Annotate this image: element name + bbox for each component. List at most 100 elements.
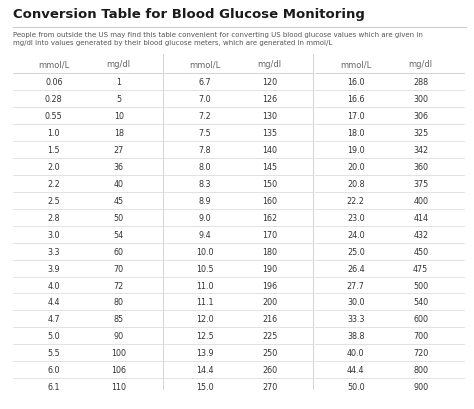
Text: 90: 90 [114,332,124,340]
Text: 8.0: 8.0 [199,163,211,172]
Text: 19.0: 19.0 [347,146,365,155]
Text: 120: 120 [262,78,277,87]
Text: 432: 432 [413,230,428,239]
Text: 162: 162 [262,213,277,222]
Text: 54: 54 [114,230,124,239]
Text: 360: 360 [413,163,428,172]
Text: 130: 130 [262,112,277,121]
Text: 800: 800 [413,365,428,374]
Text: 70: 70 [114,264,124,273]
Text: 1.0: 1.0 [47,129,60,138]
Text: 300: 300 [413,95,428,104]
Text: 50.0: 50.0 [347,382,365,391]
Text: 900: 900 [413,382,428,391]
Text: 2.5: 2.5 [47,196,60,205]
Text: 18.0: 18.0 [347,129,365,138]
Text: 4.7: 4.7 [47,315,60,324]
Text: 250: 250 [262,348,277,357]
Text: 306: 306 [413,112,428,121]
Text: 260: 260 [262,365,277,374]
Text: 100: 100 [111,348,126,357]
Text: 20.0: 20.0 [347,163,365,172]
Text: 190: 190 [262,264,277,273]
Text: 7.2: 7.2 [199,112,211,121]
Text: 4.0: 4.0 [47,281,60,290]
Text: 36: 36 [114,163,124,172]
Text: 6.7: 6.7 [199,78,211,87]
Text: 22.2: 22.2 [347,196,365,205]
Text: 7.0: 7.0 [199,95,211,104]
Text: 2.8: 2.8 [47,213,60,222]
Text: mg/dl: mg/dl [409,60,433,69]
Text: 26.4: 26.4 [347,264,365,273]
Text: 12.5: 12.5 [196,332,214,340]
Text: 10.0: 10.0 [196,247,213,256]
Text: 72: 72 [114,281,124,290]
Text: 8.3: 8.3 [199,180,211,189]
Text: 2.2: 2.2 [47,180,60,189]
Text: 0.06: 0.06 [45,78,63,87]
Text: 110: 110 [111,382,126,391]
Text: 500: 500 [413,281,428,290]
Text: 7.8: 7.8 [199,146,211,155]
Text: 3.0: 3.0 [47,230,60,239]
Text: 18: 18 [114,129,124,138]
Text: 540: 540 [413,298,428,307]
Text: mmol/L: mmol/L [38,60,69,69]
Text: 27: 27 [114,146,124,155]
Text: 6.0: 6.0 [47,365,60,374]
Text: 160: 160 [262,196,277,205]
Text: People from outside the US may find this table convenient for converting US bloo: People from outside the US may find this… [13,32,423,46]
Text: 16.6: 16.6 [347,95,365,104]
Text: 40.0: 40.0 [347,348,365,357]
Text: 7.5: 7.5 [199,129,211,138]
Text: 0.55: 0.55 [45,112,63,121]
Text: 414: 414 [413,213,428,222]
Text: 196: 196 [262,281,277,290]
Text: 16.0: 16.0 [347,78,365,87]
Text: 2.0: 2.0 [47,163,60,172]
Text: 20.8: 20.8 [347,180,365,189]
Text: 80: 80 [114,298,124,307]
Text: 375: 375 [413,180,428,189]
Text: 475: 475 [413,264,428,273]
Text: 30.0: 30.0 [347,298,365,307]
Text: 25.0: 25.0 [347,247,365,256]
Text: 23.0: 23.0 [347,213,365,222]
Text: 3.9: 3.9 [47,264,60,273]
Text: mmol/L: mmol/L [189,60,220,69]
Text: 3.3: 3.3 [47,247,60,256]
Text: 5.5: 5.5 [47,348,60,357]
Text: 6.1: 6.1 [47,382,60,391]
Text: mmol/L: mmol/L [340,60,372,69]
Text: 288: 288 [413,78,428,87]
Text: 0.28: 0.28 [45,95,63,104]
Text: 15.0: 15.0 [196,382,214,391]
Text: 13.9: 13.9 [196,348,214,357]
Text: 4.4: 4.4 [47,298,60,307]
Text: 17.0: 17.0 [347,112,365,121]
Text: 270: 270 [262,382,277,391]
Text: 8.9: 8.9 [199,196,211,205]
Text: 9.0: 9.0 [199,213,211,222]
Text: 200: 200 [262,298,277,307]
Text: 145: 145 [262,163,277,172]
Text: 140: 140 [262,146,277,155]
Text: 11.0: 11.0 [196,281,213,290]
Text: 170: 170 [262,230,277,239]
Text: 342: 342 [413,146,428,155]
Text: 135: 135 [262,129,277,138]
Text: 45: 45 [114,196,124,205]
Text: 126: 126 [262,95,277,104]
Text: 12.0: 12.0 [196,315,214,324]
Text: 1.5: 1.5 [47,146,60,155]
Text: 225: 225 [262,332,277,340]
Text: 700: 700 [413,332,428,340]
Text: 400: 400 [413,196,428,205]
Text: 40: 40 [114,180,124,189]
Text: 150: 150 [262,180,277,189]
Text: 27.7: 27.7 [347,281,365,290]
Text: 180: 180 [262,247,277,256]
Text: 38.8: 38.8 [347,332,365,340]
Text: 14.4: 14.4 [196,365,213,374]
